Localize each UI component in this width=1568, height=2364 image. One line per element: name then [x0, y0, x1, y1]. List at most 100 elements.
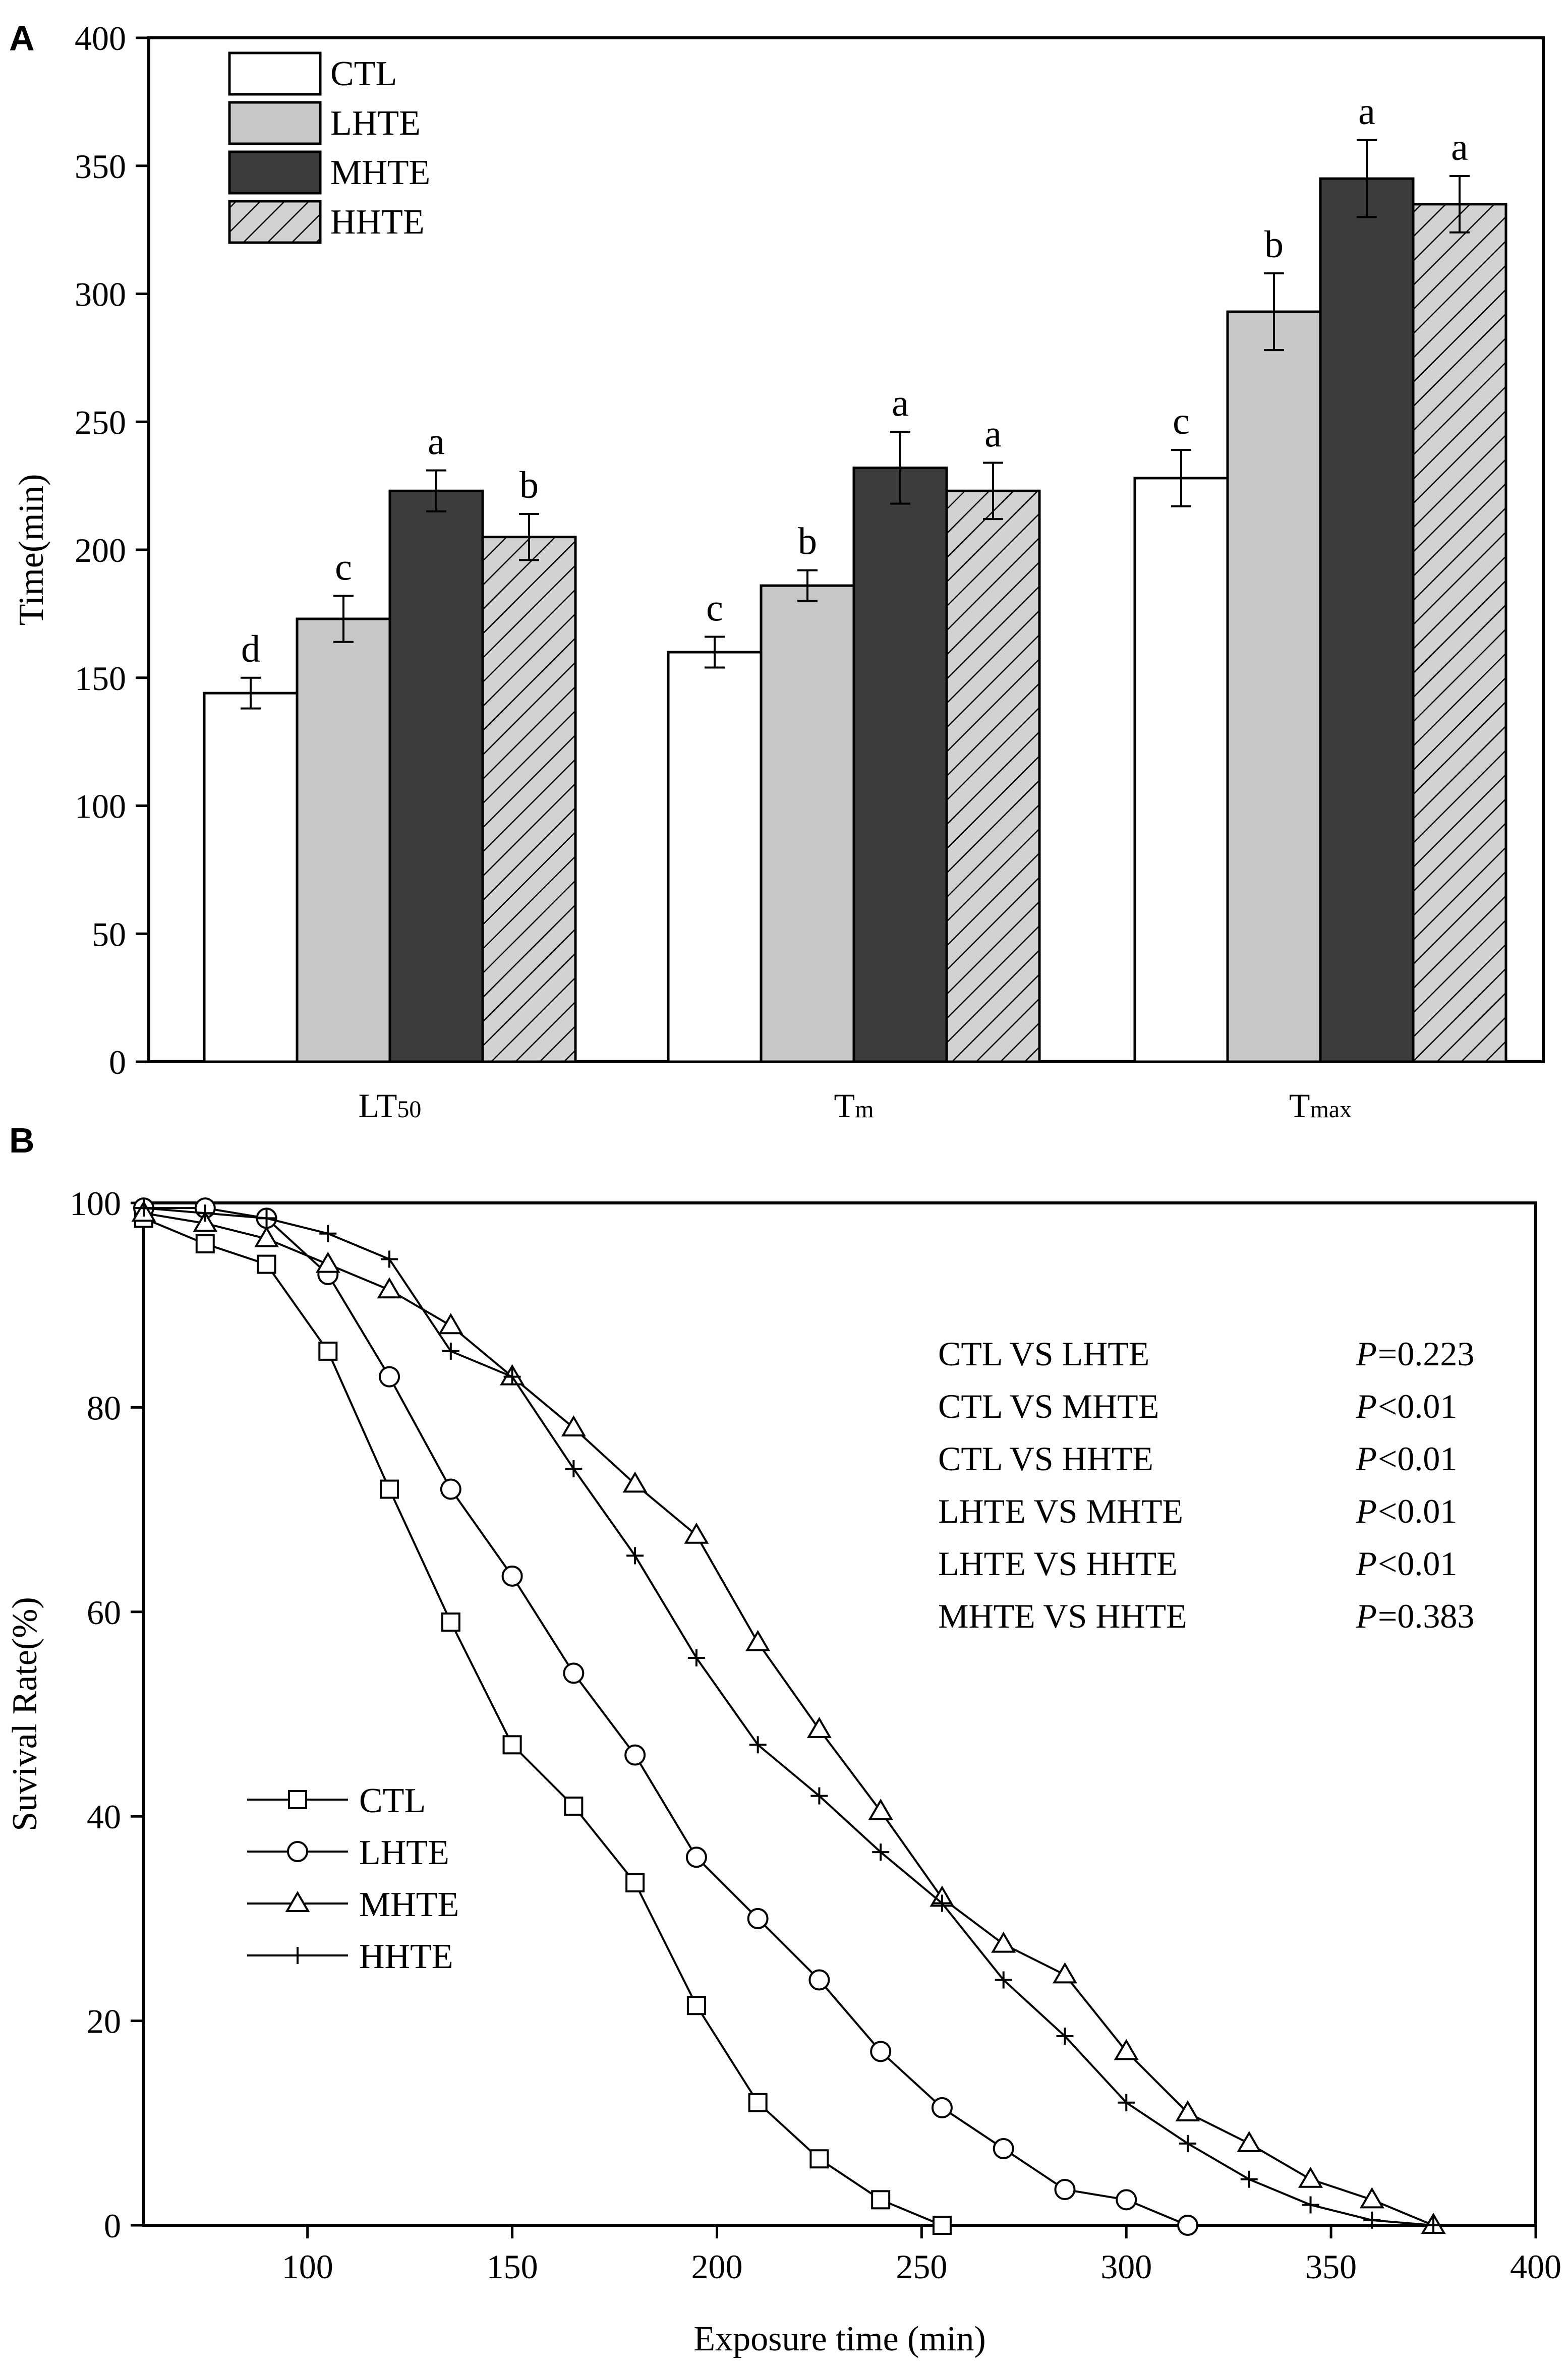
y-tick-label-b: 0	[104, 2207, 121, 2245]
point-ctl	[195, 1234, 215, 1254]
point-lhte	[501, 1565, 523, 1587]
x-tick-label-a: Tm	[834, 1086, 874, 1125]
point-mhte	[1175, 2100, 1200, 2122]
point-lhte	[1116, 2189, 1137, 2211]
annotation-p-value: =0.223	[1378, 1335, 1474, 1373]
legend-swatch-hhte	[228, 200, 322, 244]
annotation-p-symbol: P	[1355, 1335, 1377, 1373]
legend-label-lhte: LHTE	[359, 1833, 449, 1872]
point-hhte	[1363, 2211, 1381, 2229]
point-ctl	[318, 1341, 338, 1361]
y-tick-label-b: 40	[87, 1798, 121, 1836]
point-hhte	[135, 1199, 152, 1217]
point-ctl	[502, 1735, 522, 1755]
annotation-p: P	[1355, 1597, 1377, 1635]
point-hhte	[565, 1460, 583, 1478]
point-mhte	[1237, 2130, 1262, 2152]
point-ctl	[257, 1254, 276, 1274]
annotation-p-symbol: P	[1355, 1439, 1377, 1478]
y-tick-label-a: 50	[92, 915, 126, 953]
x-tick-label-b: 150	[487, 2247, 538, 2286]
point-lhte	[870, 2041, 892, 2062]
x-tick-label-b: 250	[896, 2247, 947, 2286]
line-chart-panel-b: 0 20 40 60 80 100 100 150 200 250 300 350 400 Exposur…	[6, 1184, 1561, 2358]
point-hhte	[995, 1971, 1012, 1989]
x-tick-label-a: Tmax	[1289, 1086, 1352, 1125]
point-mhte	[561, 1415, 586, 1436]
point-hhte	[1302, 2196, 1319, 2214]
point-mhte	[806, 1716, 832, 1738]
annotation-p: P	[1355, 1335, 1377, 1373]
bar-chart-panel-a: 0 50 100 150 200 250 300 350 400 Time(min) d c c c b b a…	[12, 19, 1545, 1125]
annotation-p: P	[1355, 1439, 1377, 1478]
x-tick-label-sub: m	[855, 1096, 874, 1123]
point-lhte	[563, 1662, 585, 1684]
point-lhte	[624, 1744, 646, 1766]
annotation-p: P	[1355, 1387, 1377, 1425]
panel-label-b: B	[9, 1121, 35, 1160]
significance-letter: b	[1264, 223, 1284, 266]
legend-marker-ctl	[288, 1790, 307, 1809]
point-hhte	[319, 1225, 337, 1242]
legend-b: CTL LHTE MHTE HHTE	[247, 1781, 459, 1976]
legend-label-mhte: MHTE	[359, 1885, 459, 1924]
y-tick-label-a: 300	[75, 275, 126, 314]
point-ctl	[380, 1479, 399, 1499]
legend-label-hhte: HHTE	[359, 1937, 453, 1976]
y-tick-label-a: 150	[75, 659, 126, 698]
point-lhte	[931, 2097, 953, 2118]
significance-letter: a	[892, 382, 909, 425]
legend-label-ctl: CTL	[330, 54, 397, 93]
point-lhte	[808, 1969, 830, 1991]
point-mhte	[991, 1931, 1016, 1953]
point-lhte	[440, 1478, 461, 1500]
legend-swatch-ctl	[228, 51, 322, 96]
point-hhte	[872, 1843, 890, 1861]
legend-label-ctl: CTL	[359, 1781, 426, 1820]
series-ctl	[134, 1208, 952, 2235]
point-lhte	[1177, 2215, 1198, 2236]
bar-hhte	[945, 489, 1041, 1063]
point-hhte	[442, 1342, 459, 1360]
point-hhte	[749, 1736, 767, 1754]
y-tick-label-b: 80	[87, 1389, 121, 1427]
annotation-comparison: MHTE VS HHTE	[938, 1597, 1187, 1635]
y-axis-title-a: Time(min)	[12, 474, 51, 626]
legend-label-lhte: LHTE	[330, 104, 421, 143]
point-ctl	[686, 1996, 706, 2015]
point-hhte	[1056, 2028, 1074, 2045]
bar-mhte	[388, 489, 484, 1063]
point-ctl	[871, 2190, 891, 2210]
point-hhte	[196, 1204, 214, 1222]
y-tick-label-b: 100	[70, 1184, 121, 1223]
point-hhte	[1118, 2094, 1135, 2111]
point-mhte	[254, 1226, 279, 1247]
point-ctl	[564, 1796, 584, 1816]
bar-lhte	[296, 617, 391, 1063]
point-mhte	[315, 1251, 340, 1273]
point-hhte	[1240, 2170, 1258, 2188]
x-tick-label-sub: max	[1310, 1096, 1352, 1123]
line-ctl	[143, 1217, 943, 2226]
series-hhte	[135, 1199, 1442, 2234]
x-tick-label-a: LT50	[359, 1086, 422, 1125]
significance-letter: d	[241, 628, 260, 670]
x-tick-label-b: 400	[1510, 2247, 1561, 2286]
y-tick-label-a: 250	[75, 403, 126, 441]
line-lhte	[144, 1207, 1188, 2226]
point-hhte	[933, 1894, 951, 1912]
bar-ctl	[1133, 477, 1229, 1063]
annotation-p-value: <0.01	[1378, 1387, 1457, 1425]
point-lhte	[747, 1908, 769, 1929]
x-tick-label-sub: 50	[397, 1096, 421, 1123]
annotation-p-value: =0.383	[1378, 1597, 1474, 1635]
significance-letter: b	[798, 521, 817, 563]
bar-lhte	[1226, 310, 1322, 1063]
point-ctl	[625, 1873, 645, 1892]
y-tick-label-a: 0	[109, 1043, 126, 1081]
annotation-comparison: CTL VS HHTE	[938, 1439, 1153, 1478]
significance-letter: a	[984, 413, 1002, 455]
point-ctl	[441, 1612, 460, 1632]
